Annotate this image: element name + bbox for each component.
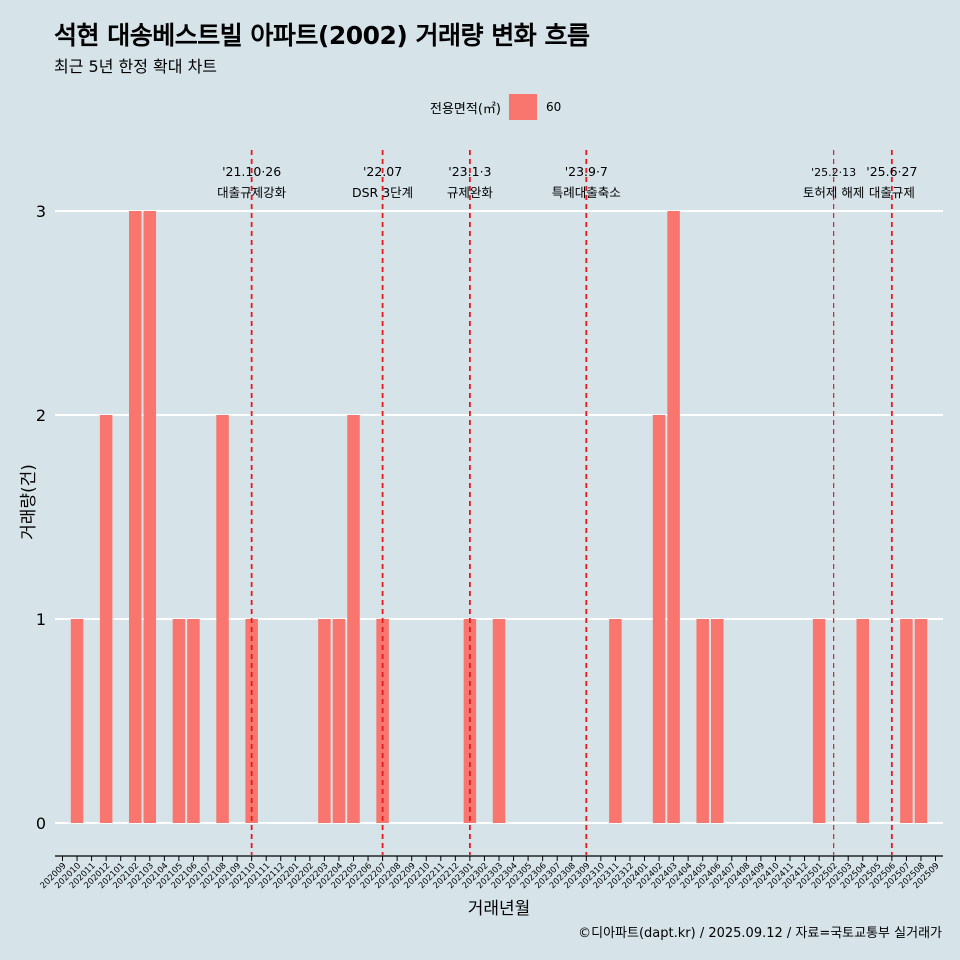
bar	[492, 619, 506, 823]
legend-label: 60	[545, 100, 562, 114]
bar	[609, 619, 622, 823]
event-name-label: 대출규제강화	[217, 185, 287, 200]
bar	[914, 619, 928, 823]
event-name-label: 토허제 해제	[803, 185, 864, 200]
bar	[187, 619, 200, 823]
bar	[347, 415, 360, 823]
event-name-label: DSR 3단계	[352, 185, 413, 200]
event-name-label: 규제완화	[447, 185, 494, 200]
y-tick-label: 3	[36, 202, 46, 221]
legend: 전용면적(㎡) 60	[430, 94, 561, 120]
event-date-label: '25.6·27	[866, 164, 917, 179]
event-date-label: '22.07	[363, 164, 402, 179]
y-axis-title: 거래량(건)	[19, 464, 39, 540]
bar	[143, 211, 157, 823]
bar	[711, 619, 724, 823]
bar	[812, 619, 826, 823]
bar	[332, 619, 346, 823]
bar	[696, 619, 709, 823]
event-date-label: '25.2·13	[811, 166, 856, 179]
bar	[129, 211, 142, 823]
legend-swatch	[508, 94, 537, 120]
event-date-label: '21.10·26	[222, 164, 281, 179]
bar	[172, 619, 186, 823]
y-tick-label: 2	[36, 406, 46, 425]
bar	[318, 619, 331, 823]
legend-title: 전용면적(㎡)	[430, 101, 501, 117]
bar	[216, 415, 229, 823]
source-caption: ©디아파트(dapt.kr) / 2025.09.12 / 자료=국토교통부 실…	[578, 926, 942, 941]
event-name-label: 특례대출축소	[552, 185, 621, 200]
chart-subtitle: 최근 5년 한정 확대 차트	[54, 57, 218, 76]
bar	[70, 619, 84, 823]
chart-title: 석현 대송베스트빌 아파트(2002) 거래량 변화 흐름	[54, 21, 590, 50]
y-tick-label: 1	[36, 610, 46, 629]
event-name-label: 대출규제	[869, 185, 915, 200]
event-date-label: '23.1·3	[448, 164, 491, 179]
bar	[900, 619, 913, 823]
bar	[856, 619, 869, 823]
bar	[652, 415, 666, 823]
bar	[99, 415, 113, 823]
bar	[667, 211, 680, 823]
x-axis-title: 거래년월	[468, 899, 531, 919]
event-date-label: '23.9·7	[565, 164, 608, 179]
y-tick-label: 0	[36, 814, 46, 833]
